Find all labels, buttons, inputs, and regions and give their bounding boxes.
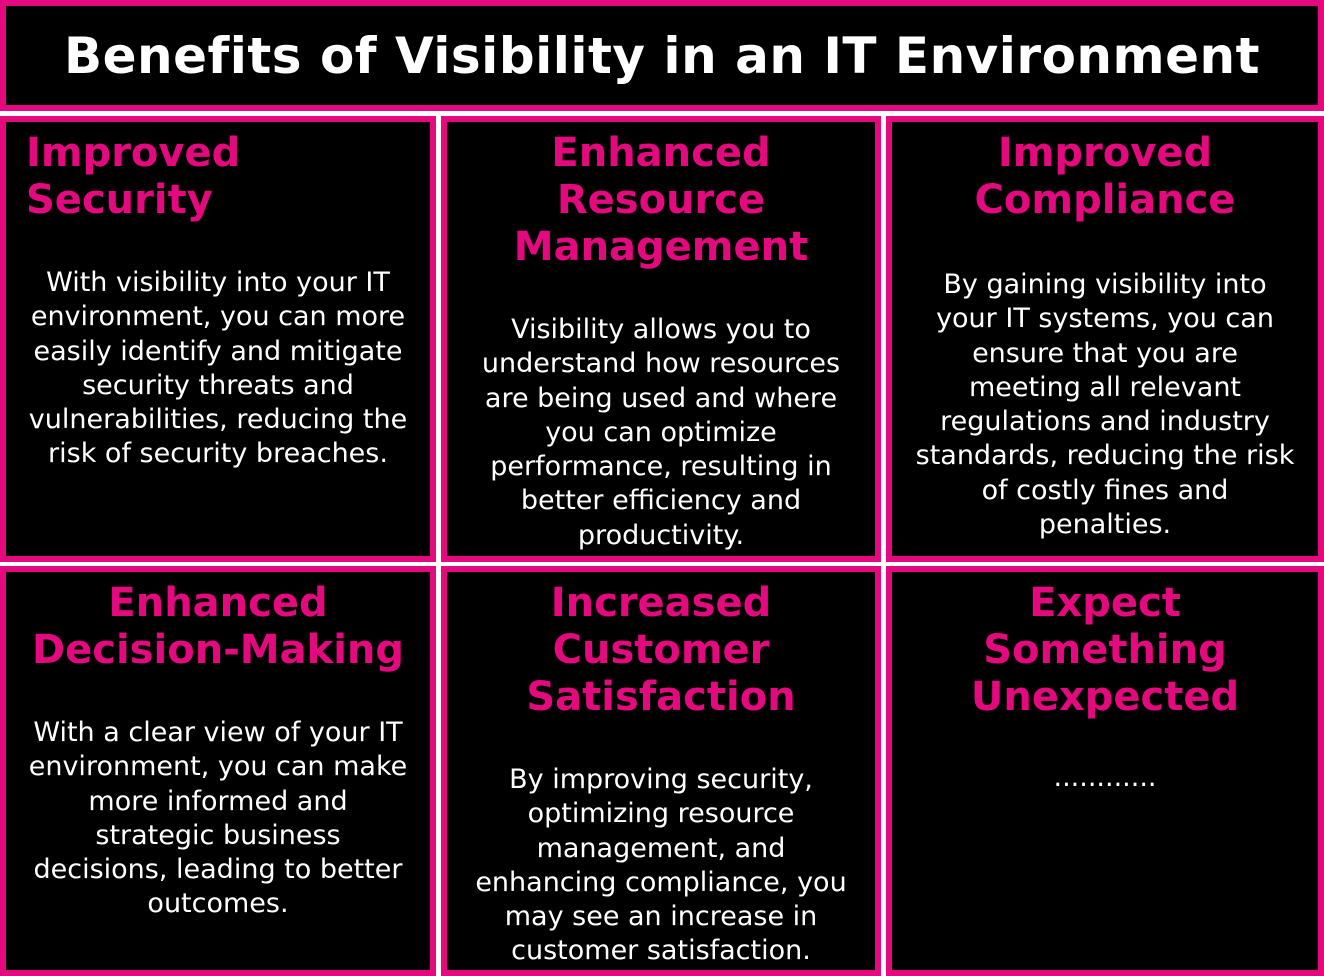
card-enhanced-decision-making: Enhanced Decision-Making With a clear vi… — [0, 566, 436, 976]
card-improved-compliance: Improved Compliance By gaining visibilit… — [886, 116, 1324, 562]
card-heading: Enhanced Resource Management — [513, 130, 809, 270]
card-heading: Increased Customer Satisfaction — [526, 580, 796, 720]
card-body: By gaining visibility into your IT syste… — [915, 269, 1295, 541]
card-heading: Expect Something Unexpected — [970, 580, 1240, 720]
card-heading: Improved Compliance — [974, 130, 1236, 223]
card-enhanced-resource-management: Enhanced Resource Management Visibility … — [441, 116, 881, 562]
card-increased-customer-satisfaction: Increased Customer Satisfaction By impro… — [441, 566, 881, 976]
card-body: With a clear view of your IT environment… — [28, 717, 408, 920]
title-banner: Benefits of Visibility in an IT Environm… — [0, 0, 1324, 111]
card-body: By improving security, optimizing resour… — [475, 764, 847, 967]
card-improved-security: Improved Security With visibility into y… — [0, 116, 436, 562]
card-body: Visibility allows you to understand how … — [481, 314, 841, 551]
card-body: ............ — [1053, 762, 1157, 793]
card-body: With visibility into your IT environment… — [28, 267, 408, 470]
card-heading: Improved Security — [26, 130, 241, 223]
page-title: Benefits of Visibility in an IT Environm… — [63, 26, 1261, 85]
card-heading: Enhanced Decision-Making — [31, 580, 405, 673]
card-expect-something-unexpected: Expect Something Unexpected ............ — [886, 566, 1324, 976]
